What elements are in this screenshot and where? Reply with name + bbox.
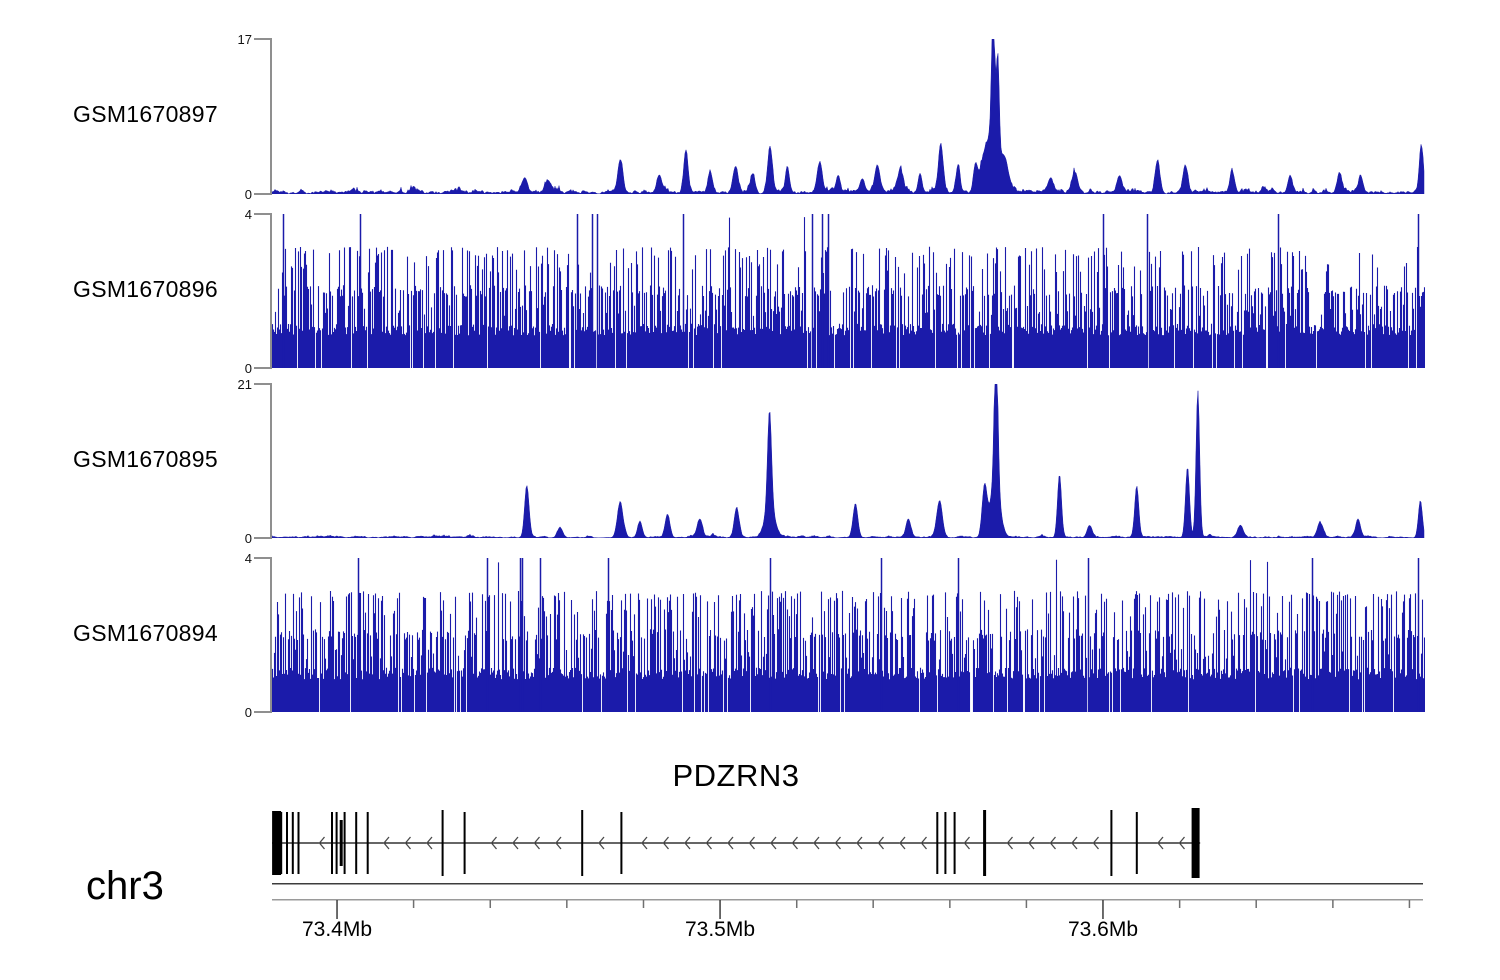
track2-ymax-tick — [254, 213, 272, 215]
gene-name-title: PDZRN3 — [672, 758, 800, 793]
track1-ymin-label: 0 — [244, 187, 252, 202]
track4-ymin-label: 0 — [244, 705, 252, 720]
track-label-gsm1670897: GSM1670897 — [73, 101, 218, 127]
coverage-plot-gsm1670896 — [272, 214, 1425, 368]
track3-ymax-label: 21 — [237, 377, 252, 392]
track1-ymin-tick — [254, 193, 272, 195]
genome-axis-track — [272, 880, 1432, 925]
track3-ymax-tick — [254, 383, 272, 385]
coverage-plot-gsm1670895 — [272, 384, 1425, 538]
track1-y-axis — [270, 39, 272, 195]
coverage-plot-gsm1670894 — [272, 558, 1425, 712]
track2-ymin-label: 0 — [244, 361, 252, 376]
axis-label-73-5mb: 73.5Mb — [684, 918, 756, 941]
track1-ymax-tick — [254, 38, 272, 40]
track3-ymin-label: 0 — [244, 531, 252, 546]
track-label-gsm1670895: GSM1670895 — [73, 446, 218, 472]
track3-y-axis — [270, 384, 272, 539]
track2-ymax-label: 4 — [244, 207, 252, 222]
track2-y-axis — [270, 214, 272, 369]
track4-y-axis — [270, 558, 272, 713]
track-label-gsm1670894: GSM1670894 — [73, 620, 218, 646]
coverage-plot-gsm1670897 — [272, 39, 1425, 194]
axis-label-73-6mb: 73.6Mb — [1067, 918, 1139, 941]
track-label-gsm1670896: GSM1670896 — [73, 276, 218, 302]
track2-ymin-tick — [254, 367, 272, 369]
track1-ymax-label: 17 — [237, 32, 252, 47]
track4-ymax-label: 4 — [244, 551, 252, 566]
chromosome-label: chr3 — [86, 864, 164, 908]
track4-ymax-tick — [254, 557, 272, 559]
track3-ymin-tick — [254, 537, 272, 539]
axis-label-73-4mb: 73.4Mb — [301, 918, 373, 941]
track4-ymin-tick — [254, 711, 272, 713]
gene-model-track — [272, 805, 1425, 881]
